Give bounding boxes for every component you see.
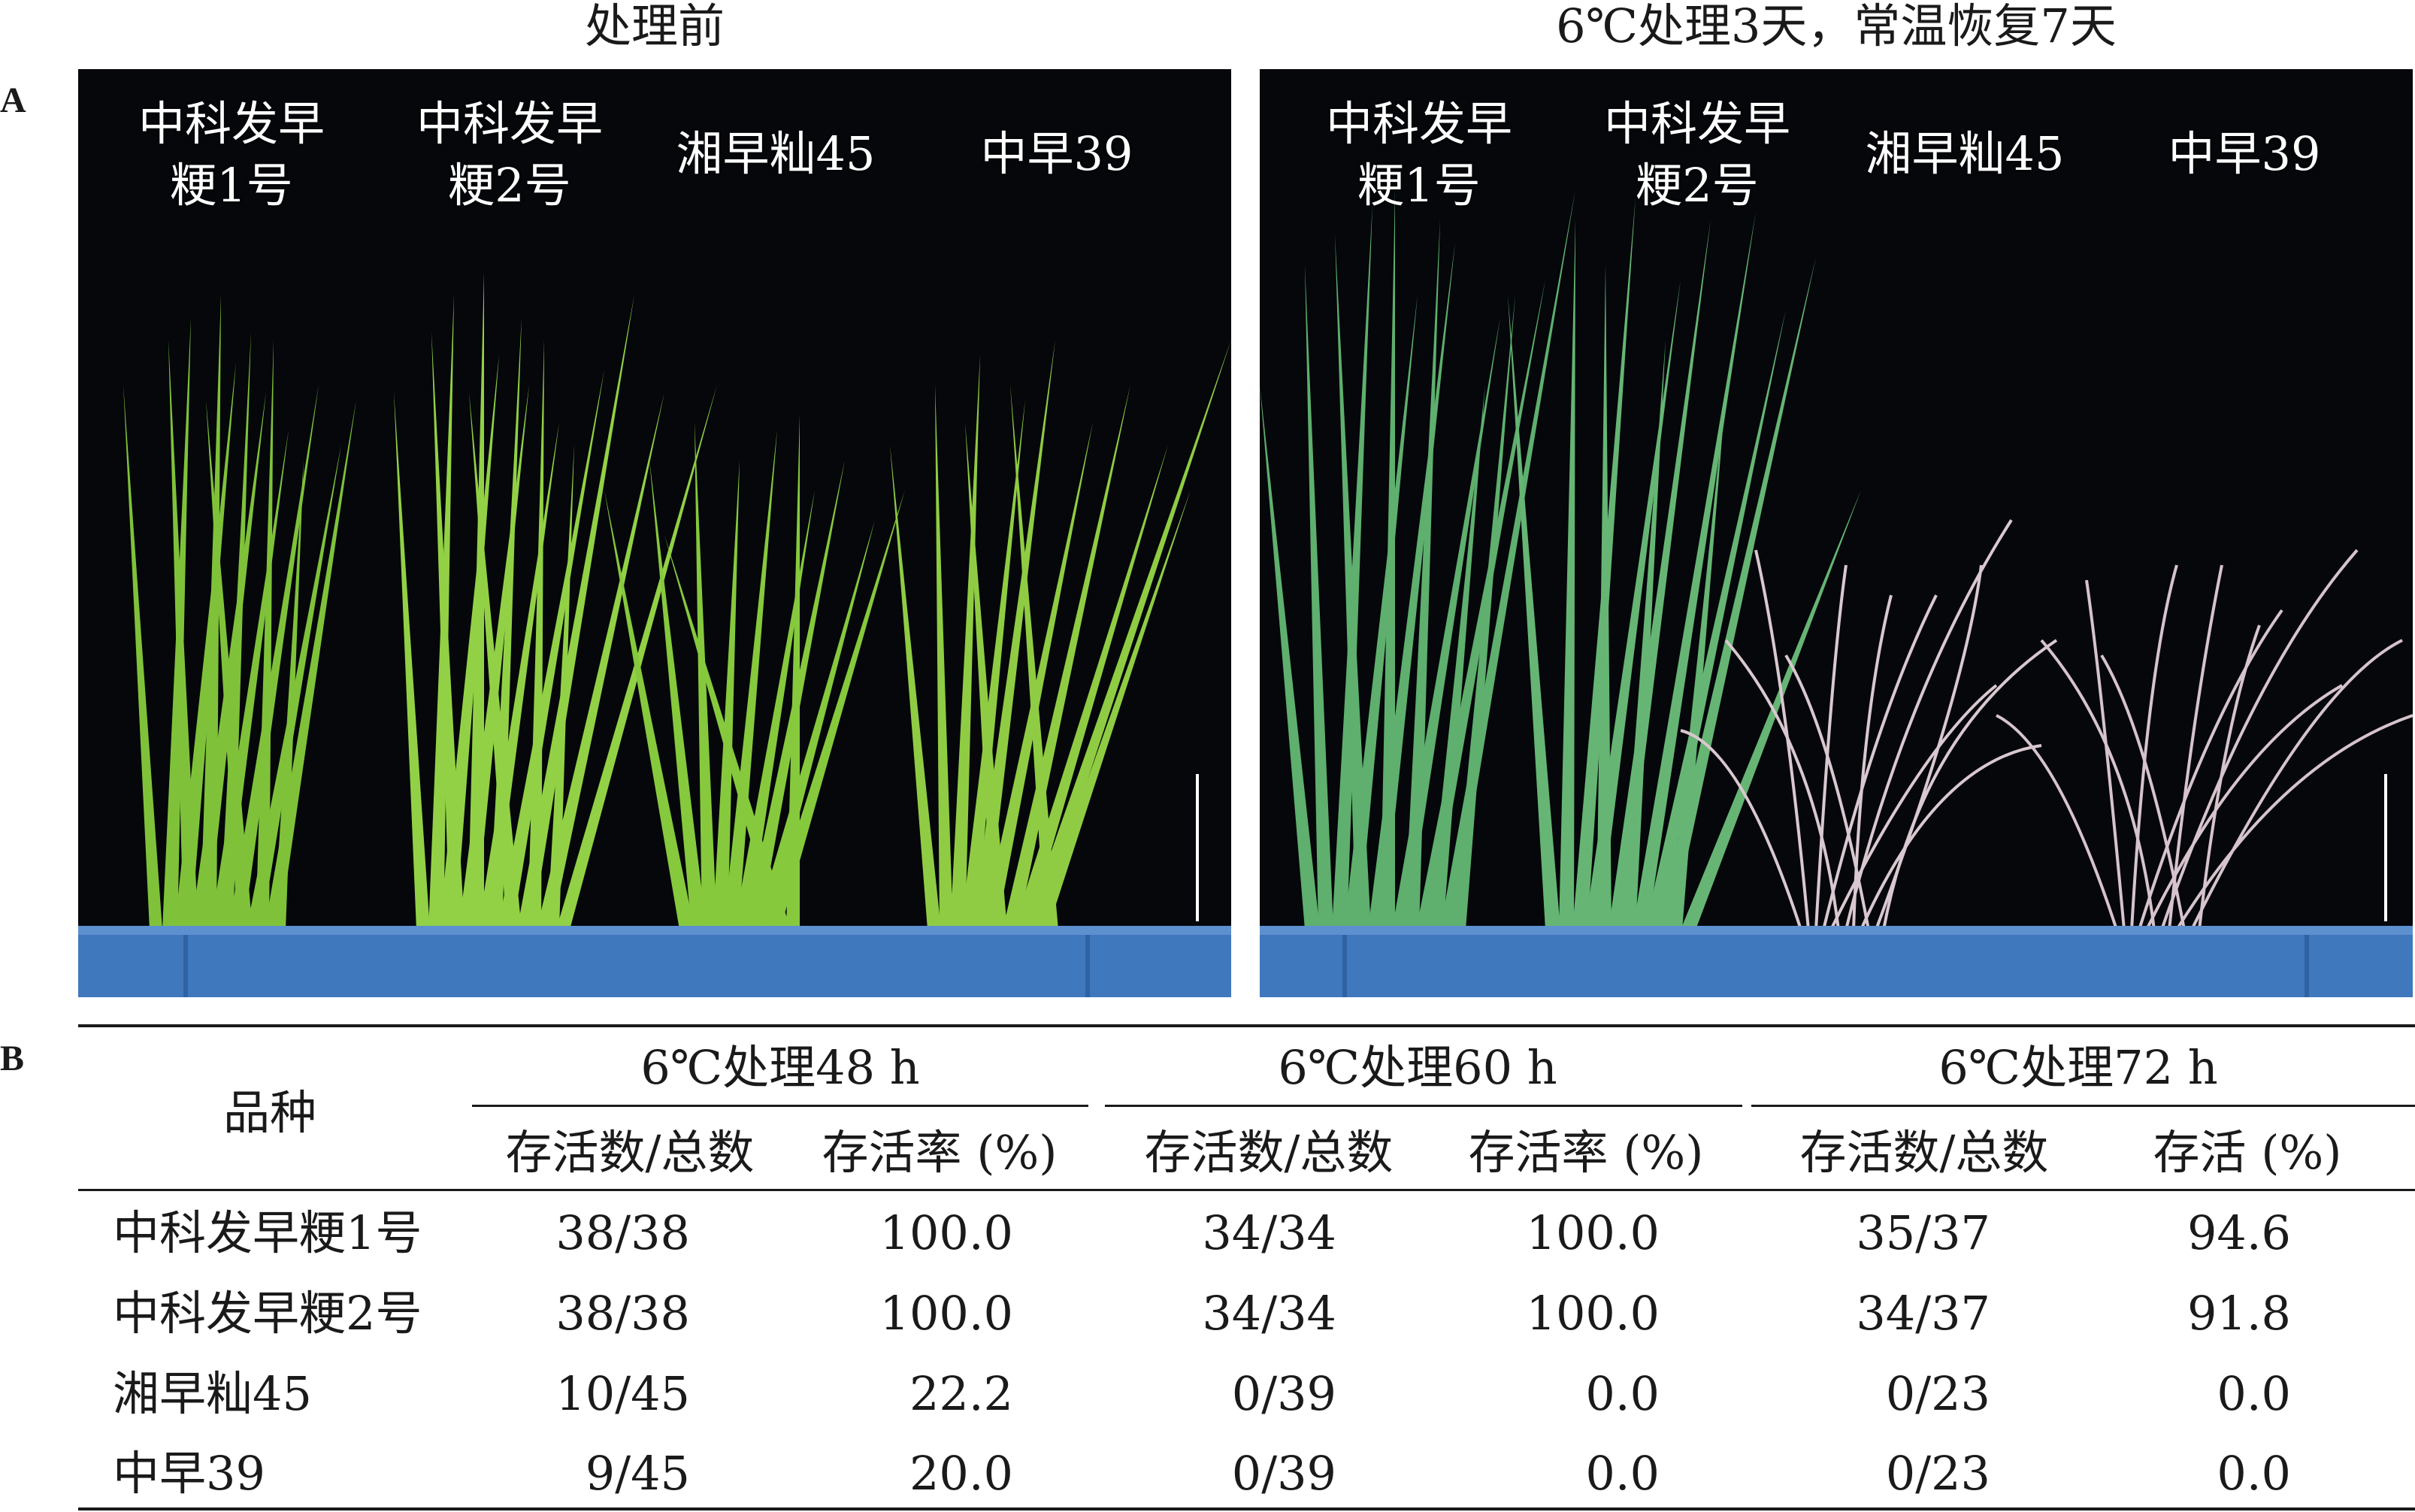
value-cell: 38/38 (555, 1286, 690, 1341)
value-cell: 100.0 (1526, 1286, 1660, 1341)
variety-label: 中科发早 粳2号 (1603, 96, 1791, 213)
subheader-survived-total: 存活数/总数 (1799, 1125, 2049, 1180)
value-cell: 0/23 (1885, 1366, 1990, 1421)
value-cell: 0.0 (1585, 1446, 1660, 1501)
header-bottom-rule (78, 1189, 2415, 1191)
variety-label: 中科发早 粳2号 (416, 96, 604, 213)
value-cell: 0/39 (1231, 1446, 1336, 1501)
plants-before-illustration (78, 69, 1231, 997)
variety-label: 湘早籼45 (676, 126, 876, 181)
treatment-rule-48h (472, 1105, 1088, 1107)
value-cell: 34/37 (1856, 1286, 1990, 1341)
value-cell: 0.0 (2217, 1366, 2291, 1421)
treatment-header-72h: 6℃处理72 h (1938, 1040, 2218, 1095)
variety-cell: 中科发早粳2号 (113, 1286, 422, 1341)
treatment-header-48h: 6℃处理48 h (640, 1040, 920, 1095)
value-cell: 34/34 (1202, 1205, 1336, 1260)
photo-after-treatment: 中科发早 粳1号 中科发早 粳2号 湘早籼45 中早39 (1260, 69, 2413, 997)
subheader-survived-total: 存活数/总数 (505, 1125, 755, 1180)
variety-label: 湘早籼45 (1865, 126, 2065, 181)
value-cell: 22.2 (909, 1366, 1013, 1421)
variety-label: 中科发早 粳1号 (138, 96, 325, 213)
value-cell: 38/38 (555, 1205, 690, 1260)
value-cell: 100.0 (1526, 1205, 1660, 1260)
value-cell: 91.8 (2187, 1286, 2291, 1341)
value-cell: 20.0 (909, 1446, 1013, 1501)
panel-b-label: B (0, 1039, 25, 1078)
variety-cell: 中早39 (113, 1446, 265, 1501)
variety-column-header: 品种 (222, 1085, 316, 1140)
subheader-survived-total: 存活数/总数 (1144, 1125, 1394, 1180)
table-top-rule (78, 1024, 2415, 1027)
treatment-rule-60h (1105, 1105, 1742, 1107)
plants-after-illustration (1260, 69, 2413, 997)
table-bottom-rule (78, 1507, 2415, 1510)
subheader-survival-rate: 存活 (%) (2153, 1125, 2342, 1180)
value-cell: 0/39 (1231, 1366, 1336, 1421)
variety-cell: 湘早籼45 (113, 1366, 312, 1421)
photo-after-title: 6℃处理3天，常温恢复7天 (1556, 0, 2117, 53)
value-cell: 10/45 (555, 1366, 690, 1421)
variety-label: 中科发早 粳1号 (1325, 96, 1513, 213)
panel-a-label: A (0, 80, 26, 120)
value-cell: 100.0 (879, 1205, 1014, 1260)
variety-label: 中早39 (980, 126, 1133, 181)
value-cell: 0.0 (1585, 1366, 1660, 1421)
photo-before-title: 处理前 (584, 0, 725, 53)
value-cell: 34/34 (1202, 1286, 1336, 1341)
value-cell: 100.0 (879, 1286, 1014, 1341)
value-cell: 0/23 (1885, 1446, 1990, 1501)
value-cell: 0.0 (2217, 1446, 2291, 1501)
subheader-survival-rate: 存活率 (%) (1468, 1125, 1704, 1180)
subheader-survival-rate: 存活率 (%) (822, 1125, 1058, 1180)
value-cell: 35/37 (1856, 1205, 1990, 1260)
treatment-header-60h: 6℃处理60 h (1278, 1040, 1557, 1095)
value-cell: 94.6 (2187, 1205, 2291, 1260)
variety-cell: 中科发早粳1号 (113, 1205, 422, 1260)
photo-before-treatment: 中科发早 粳1号 中科发早 粳2号 湘早籼45 中早39 (78, 69, 1231, 997)
value-cell: 9/45 (585, 1446, 690, 1501)
variety-label: 中早39 (2168, 126, 2321, 181)
treatment-rule-72h (1751, 1105, 2415, 1107)
